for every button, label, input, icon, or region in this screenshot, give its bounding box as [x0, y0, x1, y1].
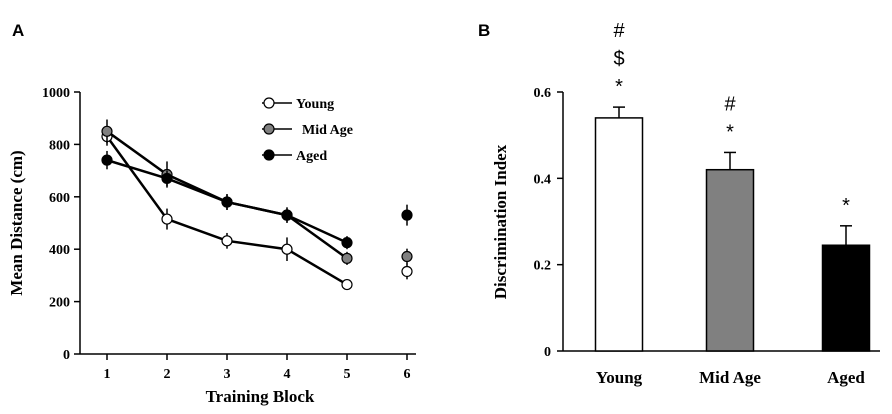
data-point-mid-age [341, 252, 353, 264]
legend-marker-young [263, 97, 275, 109]
legend: Young Mid Age Aged [262, 97, 353, 164]
data-point-mid-age [401, 250, 413, 263]
x-tick-label: 6 [404, 367, 411, 382]
x-category-label: Aged [827, 368, 865, 387]
bar-group-young: Young # $ * [594, 20, 644, 387]
y-tick-label: 600 [49, 191, 70, 206]
legend-marker-aged [263, 149, 275, 161]
data-point-mid-age [101, 125, 113, 137]
x-axis-title: Training Block [206, 387, 315, 406]
data-point-young [341, 278, 353, 291]
y-tick-label: 0 [544, 345, 551, 360]
bar-group-mid-age: Mid Age # * [699, 93, 761, 387]
data-point-aged [101, 154, 113, 166]
y-tick-label: 1000 [42, 86, 70, 101]
data-point-aged [221, 196, 233, 208]
bar-young [594, 117, 644, 352]
bar-group-aged: Aged * [821, 195, 871, 387]
y-axis-title: Discrimination Index [491, 144, 510, 299]
y-tick-label: 0.4 [534, 172, 552, 187]
significance-marker: * [615, 76, 623, 98]
data-point-young [401, 265, 413, 278]
x-tick-label: 5 [344, 367, 351, 382]
y-tick-label: 0.6 [534, 86, 552, 101]
y-tick-label: 800 [49, 138, 70, 153]
y-axis-title: Mean Distance (cm) [7, 150, 26, 295]
x-tick-label: 2 [164, 367, 171, 382]
data-point-young [221, 235, 233, 247]
x-tick-label: 1 [104, 367, 111, 382]
legend-label-aged: Aged [296, 149, 327, 164]
bar-aged [821, 244, 871, 352]
y-tick-label: 0 [63, 348, 70, 363]
significance-marker: * [842, 195, 850, 217]
significance-marker: $ [613, 48, 624, 70]
legend-label-young: Young [296, 97, 334, 112]
data-point-aged [161, 172, 173, 185]
legend-label-mid-age: Mid Age [302, 123, 353, 138]
significance-marker: # [724, 93, 736, 115]
x-tick-label: 4 [284, 367, 291, 382]
bar-mid-age [705, 168, 755, 352]
panel-a-label: A [12, 21, 24, 40]
legend-marker-mid-age [263, 123, 275, 135]
data-point-aged [281, 209, 293, 221]
y-tick-label: 0.2 [534, 259, 552, 274]
y-tick-label: 200 [49, 296, 70, 311]
significance-marker: # [613, 20, 625, 42]
panel-b-label: B [478, 21, 490, 40]
data-point-aged [341, 237, 353, 249]
panel-a-line-chart: Mean Distance (cm) Training Block 0 200 40… [7, 86, 416, 406]
y-tick-label: 400 [49, 243, 70, 258]
series-young [101, 127, 413, 291]
series-aged [101, 150, 413, 250]
x-category-label: Young [596, 368, 643, 387]
data-point-aged [401, 209, 413, 221]
data-point-young [161, 213, 173, 225]
x-tick-label: 3 [224, 367, 231, 382]
x-category-label: Mid Age [699, 368, 761, 387]
significance-marker: * [726, 121, 734, 143]
data-point-young [281, 243, 293, 255]
panel-b-bar-chart: Discrimination Index 0 0.2 0.4 0.6 Young # $ *… [491, 20, 880, 387]
